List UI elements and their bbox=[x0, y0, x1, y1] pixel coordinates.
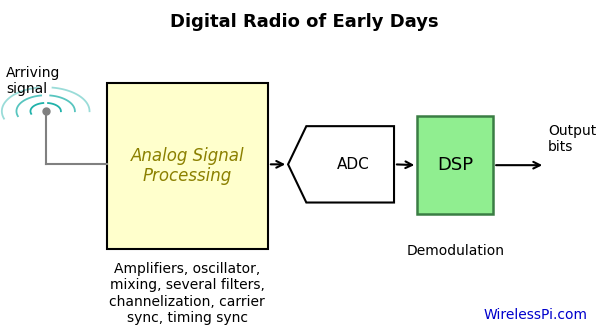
Text: Output
bits: Output bits bbox=[548, 124, 596, 154]
FancyBboxPatch shape bbox=[417, 116, 493, 214]
Text: ADC: ADC bbox=[337, 157, 370, 172]
Text: Digital Radio of Early Days: Digital Radio of Early Days bbox=[170, 13, 439, 31]
Text: WirelessPi.com: WirelessPi.com bbox=[484, 308, 588, 322]
Text: Amplifiers, oscillator,
mixing, several filters,
channelization, carrier
sync, t: Amplifiers, oscillator, mixing, several … bbox=[110, 262, 265, 325]
Text: Demodulation: Demodulation bbox=[406, 244, 504, 258]
Text: Analog Signal
Processing: Analog Signal Processing bbox=[130, 147, 244, 185]
Text: DSP: DSP bbox=[437, 156, 473, 174]
Polygon shape bbox=[288, 126, 394, 203]
FancyBboxPatch shape bbox=[107, 83, 268, 249]
Text: Arriving
signal: Arriving signal bbox=[6, 66, 60, 96]
